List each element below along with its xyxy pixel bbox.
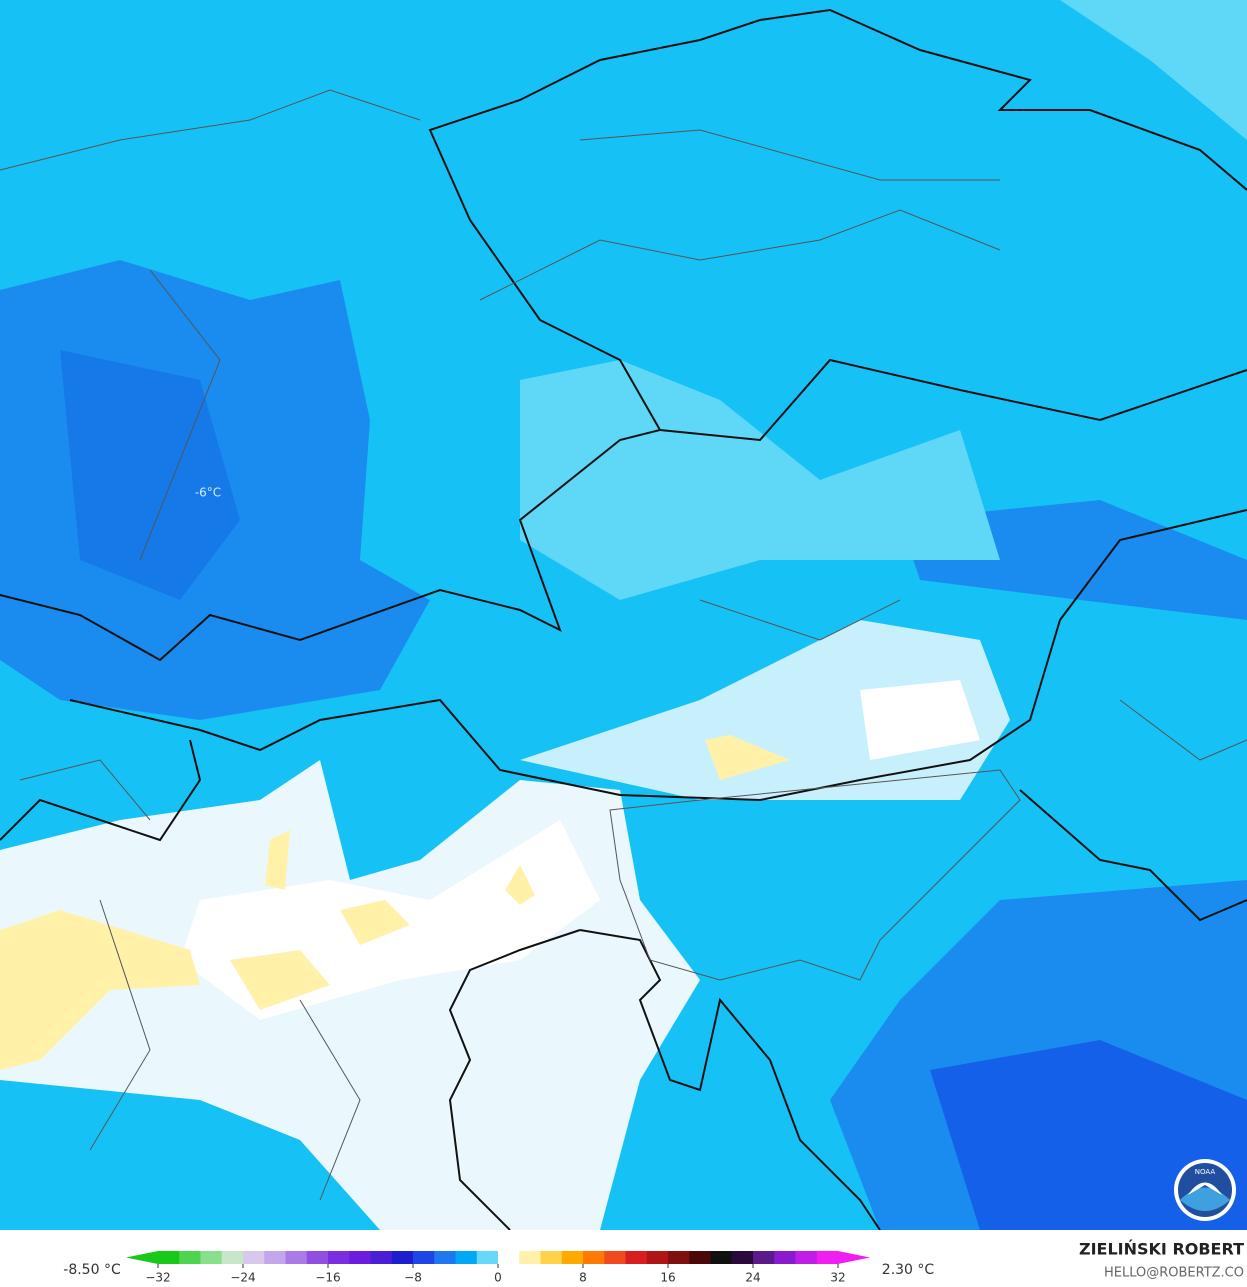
colorbar-tick-label: 32 (830, 1271, 845, 1285)
colorbar-segment (519, 1251, 541, 1264)
colorbar-segment (583, 1251, 605, 1264)
max-value: 2.30 °C (882, 1262, 935, 1278)
colorbar-segment (604, 1251, 626, 1264)
colorbar-segment (391, 1251, 414, 1264)
colorbar-segment (668, 1251, 690, 1264)
colorbar-segment (753, 1251, 775, 1264)
coastline (579, 929, 881, 1231)
country-border (1019, 789, 1247, 922)
colorbar-arrow-high (838, 1251, 870, 1264)
colorbar-segment (795, 1251, 818, 1264)
colorbar-segment (285, 1251, 308, 1264)
colorbar-tick-label: −16 (315, 1271, 340, 1285)
country-border (69, 509, 1247, 802)
colorbar-tick-label: −32 (145, 1271, 170, 1285)
contour-label: -6°C (195, 486, 221, 500)
colorbar-tick-label: 0 (494, 1271, 502, 1285)
temperature-zone (265, 830, 290, 890)
country-border (0, 8, 1247, 662)
credit-name: ZIELIŃSKI ROBERT (1079, 1240, 1244, 1259)
colorbar-segment (646, 1251, 669, 1264)
colorbar-arrow-low (126, 1251, 158, 1264)
colorbar-segment (328, 1251, 350, 1264)
temperature-zone (520, 360, 1000, 600)
colorbar-segment (561, 1251, 584, 1264)
temperature-zone (0, 910, 200, 1070)
noaa-logo: NOAA (1174, 1159, 1236, 1221)
colorbar-segment (710, 1251, 733, 1264)
colorbar-segment (413, 1251, 435, 1264)
colorbar-segment (434, 1251, 456, 1264)
temperature-zone (1060, 0, 1247, 140)
colorbar-segment (179, 1251, 201, 1264)
temperature-zone (230, 950, 330, 1010)
colorbar-segment (816, 1251, 839, 1264)
temperature-zone (705, 735, 790, 780)
colorbar-tick-label: 8 (579, 1271, 587, 1285)
temperature-zone (340, 900, 410, 945)
credit-contact: HELLO@ROBERTZ.CO (1104, 1266, 1244, 1281)
colorbar-segment (200, 1251, 223, 1264)
colorbar-segment (625, 1251, 648, 1264)
colorbar-tick-label: 16 (660, 1271, 675, 1285)
colorbar-segment (689, 1251, 711, 1264)
logo-wave (1180, 1187, 1230, 1211)
colorbar: −32 −24 −16 −8 0 8 16 24 32 (126, 1251, 870, 1285)
min-value: -8.50 °C (63, 1262, 121, 1278)
colorbar-segment (158, 1251, 180, 1264)
region-border (609, 769, 1021, 981)
coastline (448, 929, 581, 1231)
colorbar-tick-label: −24 (230, 1271, 255, 1285)
colorbar-segment (221, 1251, 244, 1264)
temperature-zone (505, 865, 535, 905)
colorbar-segment (540, 1251, 563, 1264)
colorbar-segment (476, 1251, 499, 1264)
country-border (659, 358, 1247, 442)
country-border (0, 739, 202, 842)
colorbar-segment (243, 1251, 265, 1264)
colorbar-segment (370, 1251, 393, 1264)
colorbar-segment (455, 1251, 478, 1264)
colorbar-tick-label: −8 (404, 1271, 422, 1285)
region-border (0, 89, 1247, 1201)
logo-text: NOAA (1195, 1168, 1216, 1176)
colorbar-tick-label: 24 (745, 1271, 760, 1285)
colorbar-segment (731, 1251, 754, 1264)
colorbar-segment (349, 1251, 371, 1264)
temperature-zone (930, 1040, 1247, 1230)
colorbar-segment (774, 1251, 796, 1264)
map: -6°C NOAA (0, 0, 1247, 1231)
logo-bird (1188, 1182, 1222, 1195)
colorbar-segment (264, 1251, 286, 1264)
temperature-zone (860, 680, 980, 760)
colorbar-segment (306, 1251, 329, 1264)
temperature-zone (60, 350, 240, 600)
colorbar-segment (498, 1251, 520, 1264)
